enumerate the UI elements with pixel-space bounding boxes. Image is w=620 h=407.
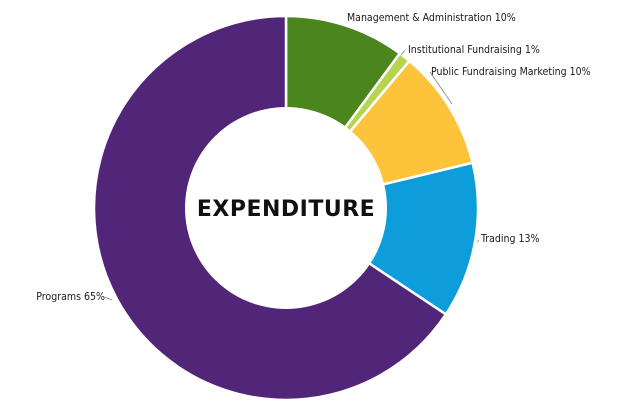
leader-line-3 [476,239,480,243]
leader-line-1 [400,49,406,56]
label-leader-lines [104,49,480,301]
slice-label-0: Management & Administration 10% [347,12,516,24]
slice-label-4: Programs 65% [36,291,105,303]
leader-line-4 [104,296,113,301]
donut-hole [185,107,387,309]
slice-label-1: Institutional Fundraising 1% [408,44,540,56]
slice-label-3: Trading 13% [480,233,540,245]
slice-label-2: Public Fundraising Marketing 10% [431,66,591,78]
slice-labels: Management & Administration 10% Instituti… [36,12,590,303]
leader-line-2 [429,71,453,105]
donut-center-label: EXPENDITURE [197,197,375,222]
